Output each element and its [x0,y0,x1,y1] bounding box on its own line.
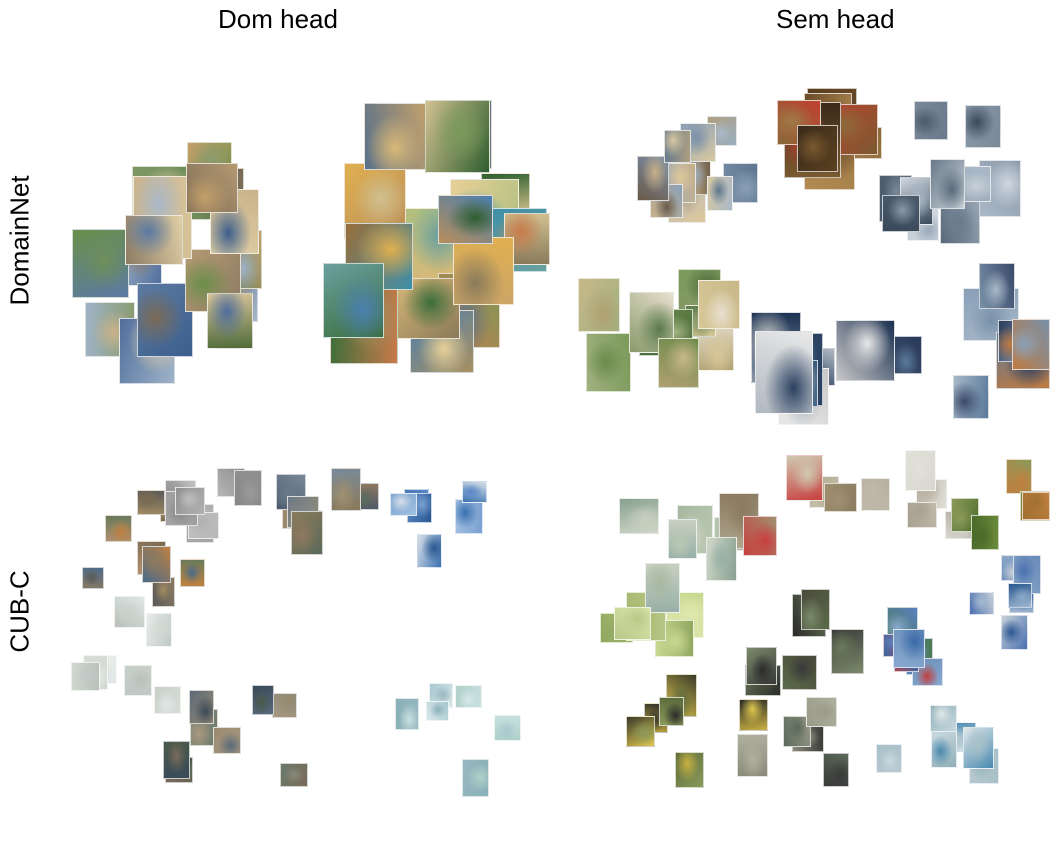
thumbnail-painting [323,263,384,338]
thumbnail-mixed-noisy [82,567,104,589]
thumbnail-noisy-birds [331,468,361,511]
thumbnail-painting [438,195,493,244]
thumbnail-grackle [831,629,864,674]
panel-cubc-sem-head [570,450,1050,820]
thumbnail-painting [425,100,490,173]
thumbnail-great-wall [586,333,631,392]
thumbnail-cardinal-mixed [743,516,777,556]
thumbnail-faded-light [71,662,100,691]
column-title-dom-head: Dom head [218,4,338,34]
thumbnail-mixed-noisy [142,546,171,583]
thumbnail-blue-birds [417,534,442,568]
thumbnail-eiffel [707,176,733,211]
thumbnail-blackbird-yellow [675,752,704,788]
thumbnail-heron-pale [931,731,957,768]
thumbnail-textured [272,693,297,718]
thumbnail-great-wall [698,280,740,329]
thumbnail-blue-birds [390,493,417,516]
panel-domainnet-dom-head [60,100,560,410]
thumbnail-ships [882,195,920,232]
thumbnail-ships [930,159,965,209]
thumbnail-mixed-noisy [180,559,205,587]
thumbnail-boats-vehicles [755,331,813,414]
thumbnail-mixed-photo [186,163,238,213]
thumbnail-blue-jay [1008,583,1032,608]
thumbnail-sparrow-sketch [861,478,890,511]
thumbnail-gray-noise [175,487,205,515]
thumbnail-pastel-teal [455,685,482,708]
thumbnail-blue-birds [462,481,487,503]
thumbnail-blue-jay [1001,615,1028,650]
thumbnail-aircraft [953,375,989,419]
thumbnail-grackle [801,589,830,630]
thumbnail-warbler-pale [645,563,680,613]
thumbnail-mixed-photo [207,293,253,349]
thumbnail-faded-light [124,665,152,696]
thumbnail-gray-noise [234,470,262,506]
thumbnail-catbird [823,753,849,787]
thumbnail-faded-light [154,686,181,714]
thumbnail-catbird [737,734,768,777]
thumbnail-mixed-photo [137,283,193,357]
thumbnail-yellow-warbler [614,607,651,640]
thumbnail-sparrow-sketch [905,450,936,491]
thumbnail-cardinal-mixed [824,483,857,512]
thumbnail-warbler-pale [619,498,659,534]
thumbnail-aircraft [979,263,1015,309]
thumbnail-pastel-teal [462,759,489,797]
thumbnail-ships [965,105,1001,148]
column-title-sem-head: Sem head [776,4,895,34]
thumbnail-painting [364,103,432,170]
thumbnail-orange-birds [1006,459,1032,494]
thumbnail-mixed-noisy [137,490,165,515]
thumbnail-great-wall [578,278,620,332]
thumbnail-textured [252,685,274,715]
thumbnail-warbler-pale [706,537,737,581]
thumbnail-textured [189,690,214,724]
thumbnail-eiffel [637,156,669,201]
thumbnail-pastel-teal [395,698,419,730]
thumbnail-heron-pale [963,727,994,769]
thumbnail-faded-light [114,596,145,628]
thumbnail-boats-vehicles [836,320,895,381]
thumbnail-cardinal-mixed [786,455,823,501]
thumbnail-grackle [782,655,817,690]
thumbnail-textured [213,727,241,754]
thumbnail-textured [163,741,190,779]
thumbnail-orange-birds [971,515,999,550]
thumbnail-noisy-birds [291,511,323,555]
thumbnail-orange-birds [1022,492,1050,520]
thumbnail-blackbird-yellow [739,699,768,731]
row-title-cub-c: CUB-C [4,570,35,653]
thumbnail-heron-pale [876,744,902,773]
panel-domainnet-sem-head [570,65,1050,425]
panel-cubc-dom-head [60,450,560,820]
thumbnail-ships [914,101,948,140]
thumbnail-painting [453,237,514,305]
thumbnail-blackbird-yellow [626,716,655,747]
thumbnail-heron-pale [930,705,957,732]
thumbnail-blue-jay [969,592,994,615]
thumbnail-aircraft [1012,319,1050,370]
thumbnail-great-wall [658,338,699,388]
thumbnail-catbird [783,716,811,747]
thumbnail-pastel-teal [426,701,449,721]
thumbnail-catbird [806,697,837,727]
row-title-domainnet: DomainNet [4,175,35,306]
thumbnail-textured [280,763,308,787]
thumbnail-mixed-noisy [105,515,132,542]
thumbnail-sparrow-sketch [907,502,937,528]
thumbnail-blackbird-yellow [659,697,684,726]
thumbnail-mona-lisa [797,125,838,172]
thumbnail-mixed-photo [125,215,183,265]
thumbnail-grackle [746,647,777,685]
thumbnail-blue-birds [455,499,483,534]
thumbnail-eiffel [664,130,691,163]
thumbnail-pastel-teal [494,715,521,741]
thumbnail-warbler-pale [668,519,697,559]
thumbnail-faded-light [146,613,172,647]
thumbnail-mixed-photo [72,229,129,298]
thumbnail-bluebird [893,629,925,668]
